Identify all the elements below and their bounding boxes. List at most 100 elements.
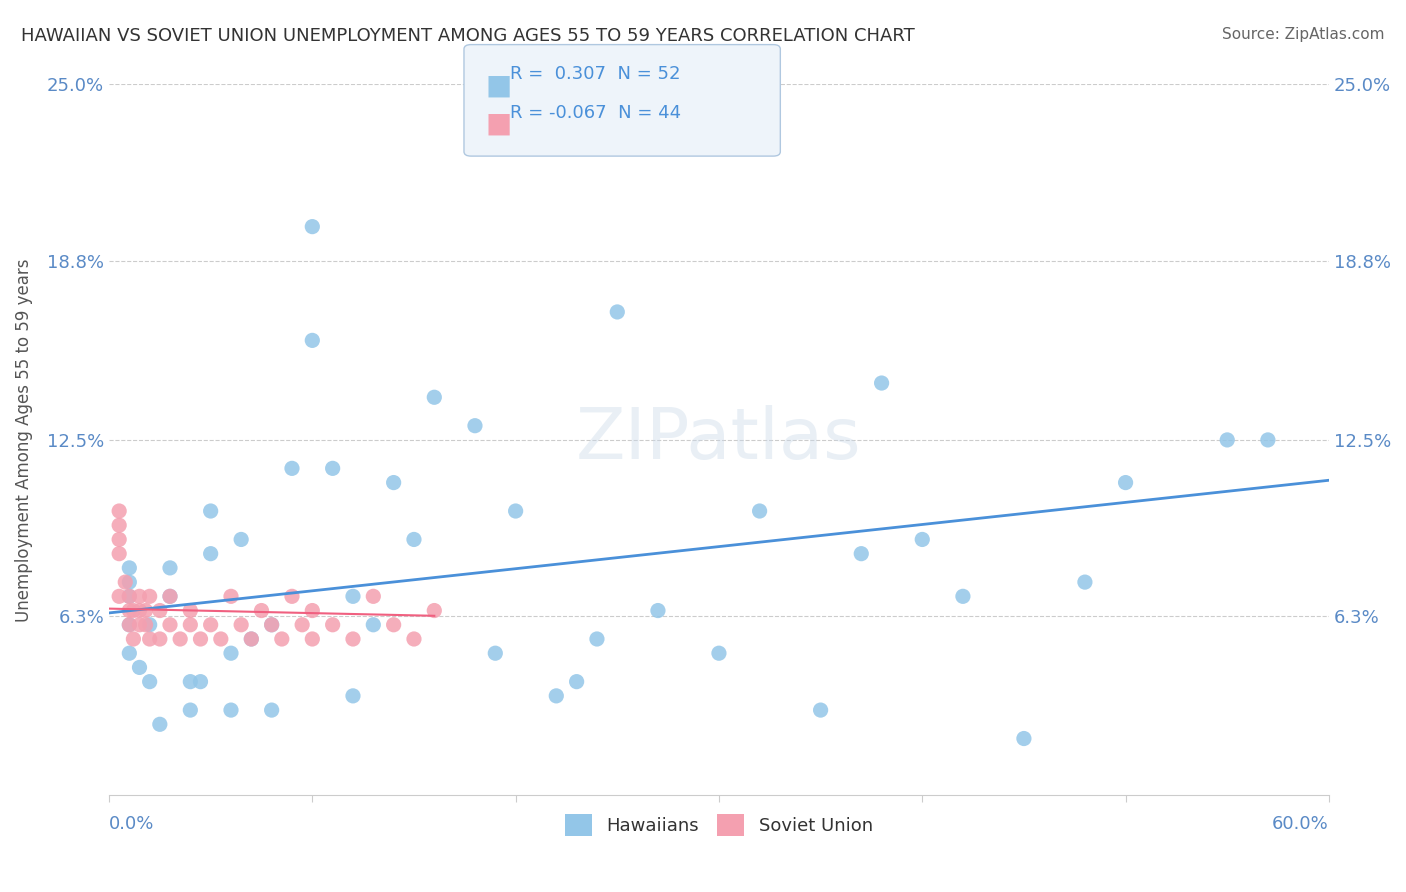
Point bbox=[219, 703, 242, 717]
Point bbox=[179, 617, 201, 632]
Point bbox=[118, 575, 141, 590]
Point bbox=[118, 646, 141, 660]
Point bbox=[190, 632, 212, 646]
Point bbox=[291, 617, 314, 632]
Point bbox=[122, 603, 145, 617]
Point bbox=[149, 632, 172, 646]
Point bbox=[219, 590, 242, 604]
Point bbox=[128, 590, 150, 604]
Point bbox=[342, 632, 364, 646]
Point bbox=[810, 703, 832, 717]
Point bbox=[250, 603, 273, 617]
Point bbox=[118, 617, 141, 632]
Point bbox=[707, 646, 730, 660]
Point bbox=[149, 717, 172, 731]
Point bbox=[505, 504, 527, 518]
Point bbox=[108, 518, 131, 533]
Point bbox=[748, 504, 770, 518]
Point bbox=[108, 504, 131, 518]
Point bbox=[281, 461, 304, 475]
Point bbox=[122, 632, 145, 646]
Text: ■: ■ bbox=[485, 110, 512, 137]
Text: 60.0%: 60.0% bbox=[1272, 815, 1329, 833]
Point bbox=[1115, 475, 1137, 490]
Point bbox=[179, 703, 201, 717]
Point bbox=[118, 561, 141, 575]
Point bbox=[190, 674, 212, 689]
Point bbox=[260, 617, 283, 632]
Point bbox=[135, 617, 157, 632]
Point bbox=[546, 689, 568, 703]
Point bbox=[423, 390, 446, 404]
Point bbox=[219, 646, 242, 660]
Point bbox=[138, 617, 160, 632]
Point bbox=[169, 632, 191, 646]
Y-axis label: Unemployment Among Ages 55 to 59 years: Unemployment Among Ages 55 to 59 years bbox=[15, 258, 32, 622]
Point bbox=[270, 632, 292, 646]
Point bbox=[301, 219, 323, 234]
Point bbox=[484, 646, 506, 660]
Point bbox=[128, 660, 150, 674]
Point bbox=[1216, 433, 1239, 447]
Point bbox=[159, 590, 181, 604]
Point bbox=[281, 590, 304, 604]
Point bbox=[342, 590, 364, 604]
Point bbox=[382, 475, 405, 490]
Point bbox=[382, 617, 405, 632]
Text: 0.0%: 0.0% bbox=[110, 815, 155, 833]
Point bbox=[159, 561, 181, 575]
Point bbox=[128, 603, 150, 617]
Point bbox=[200, 617, 222, 632]
Text: HAWAIIAN VS SOVIET UNION UNEMPLOYMENT AMONG AGES 55 TO 59 YEARS CORRELATION CHAR: HAWAIIAN VS SOVIET UNION UNEMPLOYMENT AM… bbox=[21, 27, 915, 45]
Point bbox=[138, 590, 160, 604]
Point bbox=[301, 603, 323, 617]
Text: ■: ■ bbox=[485, 71, 512, 99]
Point bbox=[179, 603, 201, 617]
Point bbox=[135, 603, 157, 617]
Point bbox=[322, 617, 344, 632]
Point bbox=[1074, 575, 1097, 590]
Point bbox=[322, 461, 344, 475]
Point bbox=[138, 674, 160, 689]
Point bbox=[870, 376, 893, 390]
Point bbox=[159, 617, 181, 632]
Point bbox=[118, 603, 141, 617]
Point bbox=[149, 603, 172, 617]
Point bbox=[108, 547, 131, 561]
Point bbox=[647, 603, 669, 617]
Point bbox=[231, 617, 253, 632]
Point bbox=[851, 547, 873, 561]
Point bbox=[209, 632, 232, 646]
Point bbox=[108, 533, 131, 547]
Point bbox=[911, 533, 934, 547]
Point bbox=[118, 590, 141, 604]
Point bbox=[240, 632, 263, 646]
Point bbox=[342, 689, 364, 703]
Point bbox=[260, 617, 283, 632]
Point bbox=[363, 590, 385, 604]
Point bbox=[240, 632, 263, 646]
Point bbox=[606, 305, 628, 319]
Point bbox=[464, 418, 486, 433]
Text: R = -0.067  N = 44: R = -0.067 N = 44 bbox=[510, 104, 682, 122]
Point bbox=[301, 334, 323, 348]
Point bbox=[586, 632, 609, 646]
Point bbox=[200, 547, 222, 561]
Point bbox=[200, 504, 222, 518]
Point bbox=[138, 632, 160, 646]
Point bbox=[402, 632, 425, 646]
Text: ZIPatlas: ZIPatlas bbox=[576, 406, 862, 475]
Point bbox=[363, 617, 385, 632]
Point bbox=[260, 703, 283, 717]
Point bbox=[108, 590, 131, 604]
Point bbox=[423, 603, 446, 617]
Point bbox=[118, 617, 141, 632]
Text: Source: ZipAtlas.com: Source: ZipAtlas.com bbox=[1222, 27, 1385, 42]
Point bbox=[1257, 433, 1279, 447]
Point bbox=[402, 533, 425, 547]
Point bbox=[128, 617, 150, 632]
Point bbox=[231, 533, 253, 547]
Point bbox=[301, 632, 323, 646]
Point bbox=[118, 590, 141, 604]
Text: R =  0.307  N = 52: R = 0.307 N = 52 bbox=[510, 65, 681, 83]
